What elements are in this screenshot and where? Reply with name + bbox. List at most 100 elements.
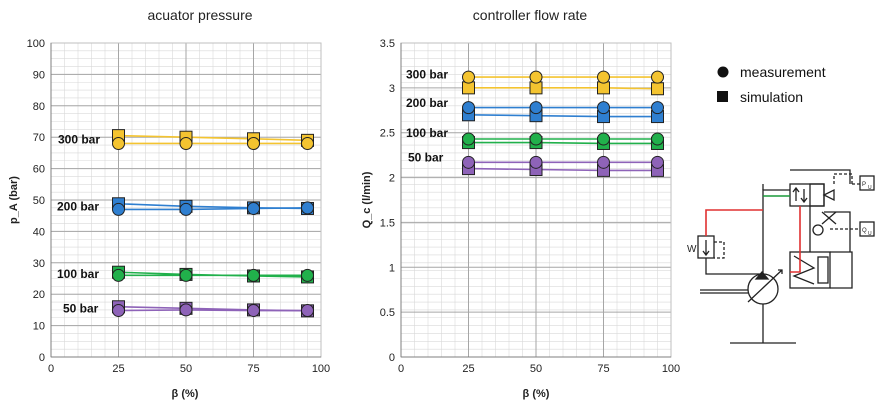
y-axis-label: p_A (bar) [8, 176, 20, 224]
sensor-u2-label: U [868, 231, 872, 237]
series-label: 300 bar [406, 67, 448, 81]
measurement-marker [462, 101, 475, 115]
controller-flow-rate-chart: controller flow rate 0 25 50 75 100 0 0.5 1 1.5 2… [361, 7, 680, 400]
pressure-sensor-box [859, 175, 875, 191]
y-tick-label: 2 [389, 173, 395, 185]
measurement-marker [651, 70, 664, 84]
measurement-marker [597, 70, 610, 84]
simulation-line [468, 141, 658, 145]
measurement-line [118, 207, 308, 211]
x-tick-label: 75 [247, 363, 259, 375]
y-tick-label: 40 [33, 226, 45, 238]
x-tick-label: 100 [662, 363, 680, 375]
y-tick-label: 100 [27, 38, 45, 50]
measurement-marker [247, 136, 260, 150]
measurement-marker [301, 268, 314, 282]
measurement-marker [529, 70, 543, 84]
y-axis-label: Q_c (l/min) [361, 171, 373, 228]
simulation-line [468, 113, 658, 118]
x-axis-label: β (%) [523, 388, 550, 400]
measurement-marker [651, 101, 664, 115]
x-axis-label: β (%) [172, 388, 199, 400]
relief-drain-line [705, 258, 763, 275]
series-label: 50 bar [63, 302, 99, 316]
series-markers [462, 70, 664, 177]
series-labels: 300 bar 200 bar 100 bar 50 bar [406, 67, 448, 164]
series-markers [112, 129, 314, 318]
measurement-marker [651, 132, 664, 146]
measurement-marker [462, 132, 475, 146]
measurement-marker [179, 136, 193, 150]
measurement-marker [112, 268, 125, 282]
series-label: 300 bar [58, 133, 100, 147]
x-tick-label: 50 [180, 363, 192, 375]
axes: 0 25 50 75 100 0 10 20 30 40 50 60 70 80 90 100 [27, 38, 331, 375]
sensor-p-label: P [862, 182, 866, 188]
series-label: 200 bar [57, 200, 99, 214]
series-lines [118, 134, 308, 312]
simulation-marker [529, 81, 543, 95]
measurement-marker [301, 304, 314, 318]
x-tick-label: 100 [312, 363, 330, 375]
x-tick-label: 25 [462, 363, 474, 375]
y-tick-label: 50 [33, 195, 45, 207]
measurement-marker [597, 155, 610, 169]
cylinder-spring-icon [792, 255, 816, 285]
legend: measurement simulation [717, 64, 826, 105]
measurement-marker [112, 136, 125, 150]
measurement-marker [301, 136, 314, 150]
valve-block-right [809, 183, 825, 207]
y-tick-label: 0 [39, 352, 45, 364]
top-line [790, 169, 851, 184]
plot-grid [400, 42, 672, 358]
series-label: 100 bar [406, 126, 448, 140]
flow-meter-icon [812, 224, 824, 236]
chart-title: controller flow rate [473, 7, 588, 23]
measurement-marker [179, 268, 193, 282]
measurement-marker [597, 132, 610, 146]
simulation-marker [597, 81, 610, 95]
red-line-right [790, 206, 801, 273]
y-tick-label: 1.5 [380, 217, 395, 229]
series-lines [468, 76, 658, 172]
orifice-icon [821, 211, 837, 225]
simulation-line [468, 167, 658, 172]
x-tick-label: 0 [48, 363, 54, 375]
sensor-q-label: Q [862, 228, 867, 234]
cylinder-piston [817, 256, 829, 284]
red-line-left [705, 209, 763, 236]
measurement-marker [179, 202, 193, 216]
valve-spring-icon [822, 188, 835, 202]
tank-line [730, 304, 796, 344]
y-tick-label: 3.5 [380, 38, 395, 50]
relief-w-label: W [687, 244, 697, 255]
pump-variable-arrow-icon [747, 269, 783, 303]
measurement-marker [651, 155, 664, 169]
simulation-line [468, 87, 658, 90]
y-tick-label: 10 [33, 321, 45, 333]
legend-simulation-marker [717, 91, 728, 102]
pressure-signal-line [833, 173, 860, 186]
pump-arrow-icon [754, 271, 770, 280]
chart-title: acuator pressure [147, 7, 252, 23]
simulation-line [118, 134, 308, 142]
series-label: 100 bar [57, 267, 99, 281]
x-tick-label: 75 [597, 363, 609, 375]
measurement-marker [529, 155, 543, 169]
x-tick-label: 25 [112, 363, 124, 375]
simulation-marker [651, 82, 664, 96]
relief-pilot-line [714, 241, 725, 259]
x-tick-label: 50 [530, 363, 542, 375]
flow-sensor-box [859, 221, 875, 237]
pump-shaft [700, 289, 748, 294]
y-tick-label: 20 [33, 289, 45, 301]
y-tick-label: 0 [389, 352, 395, 364]
series-label: 50 bar [408, 150, 444, 164]
relief-arrow-icon [702, 240, 710, 257]
supply-line [762, 189, 790, 274]
measurement-marker [529, 101, 543, 115]
measurement-marker [597, 101, 610, 115]
measurement-marker [179, 303, 193, 317]
measurement-line [118, 309, 308, 312]
